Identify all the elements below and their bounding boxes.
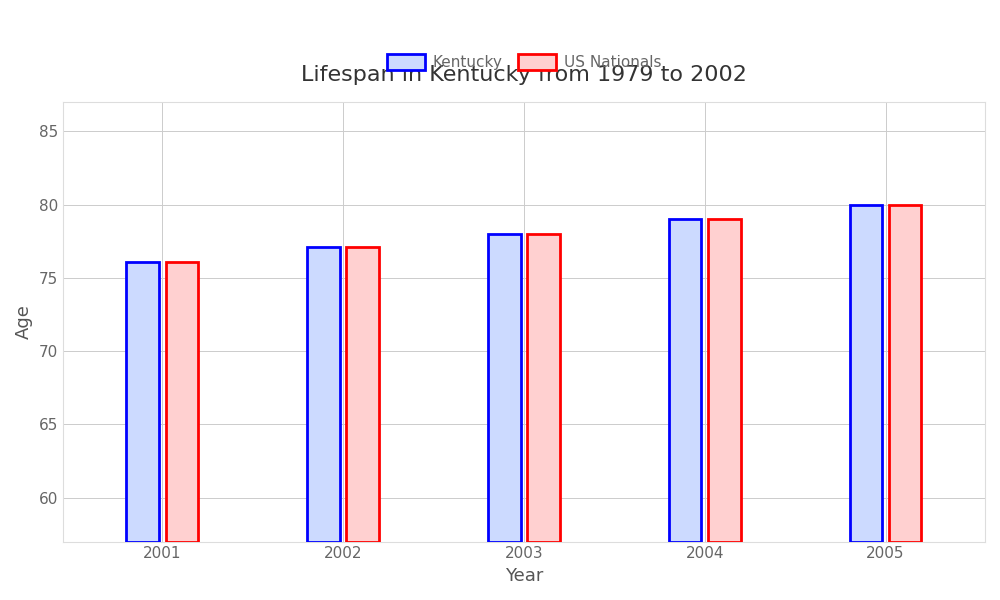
Bar bbox=[166, 262, 198, 542]
Bar bbox=[889, 205, 921, 542]
Y-axis label: Age: Age bbox=[15, 304, 33, 339]
Bar bbox=[488, 234, 521, 542]
Bar bbox=[527, 234, 560, 542]
X-axis label: Year: Year bbox=[505, 567, 543, 585]
Title: Lifespan in Kentucky from 1979 to 2002: Lifespan in Kentucky from 1979 to 2002 bbox=[301, 65, 747, 85]
Bar bbox=[850, 205, 882, 542]
Legend: Kentucky, US Nationals: Kentucky, US Nationals bbox=[381, 48, 667, 76]
Bar bbox=[346, 247, 379, 542]
Bar bbox=[126, 262, 159, 542]
Bar bbox=[307, 247, 340, 542]
Bar bbox=[708, 219, 741, 542]
Bar bbox=[669, 219, 701, 542]
